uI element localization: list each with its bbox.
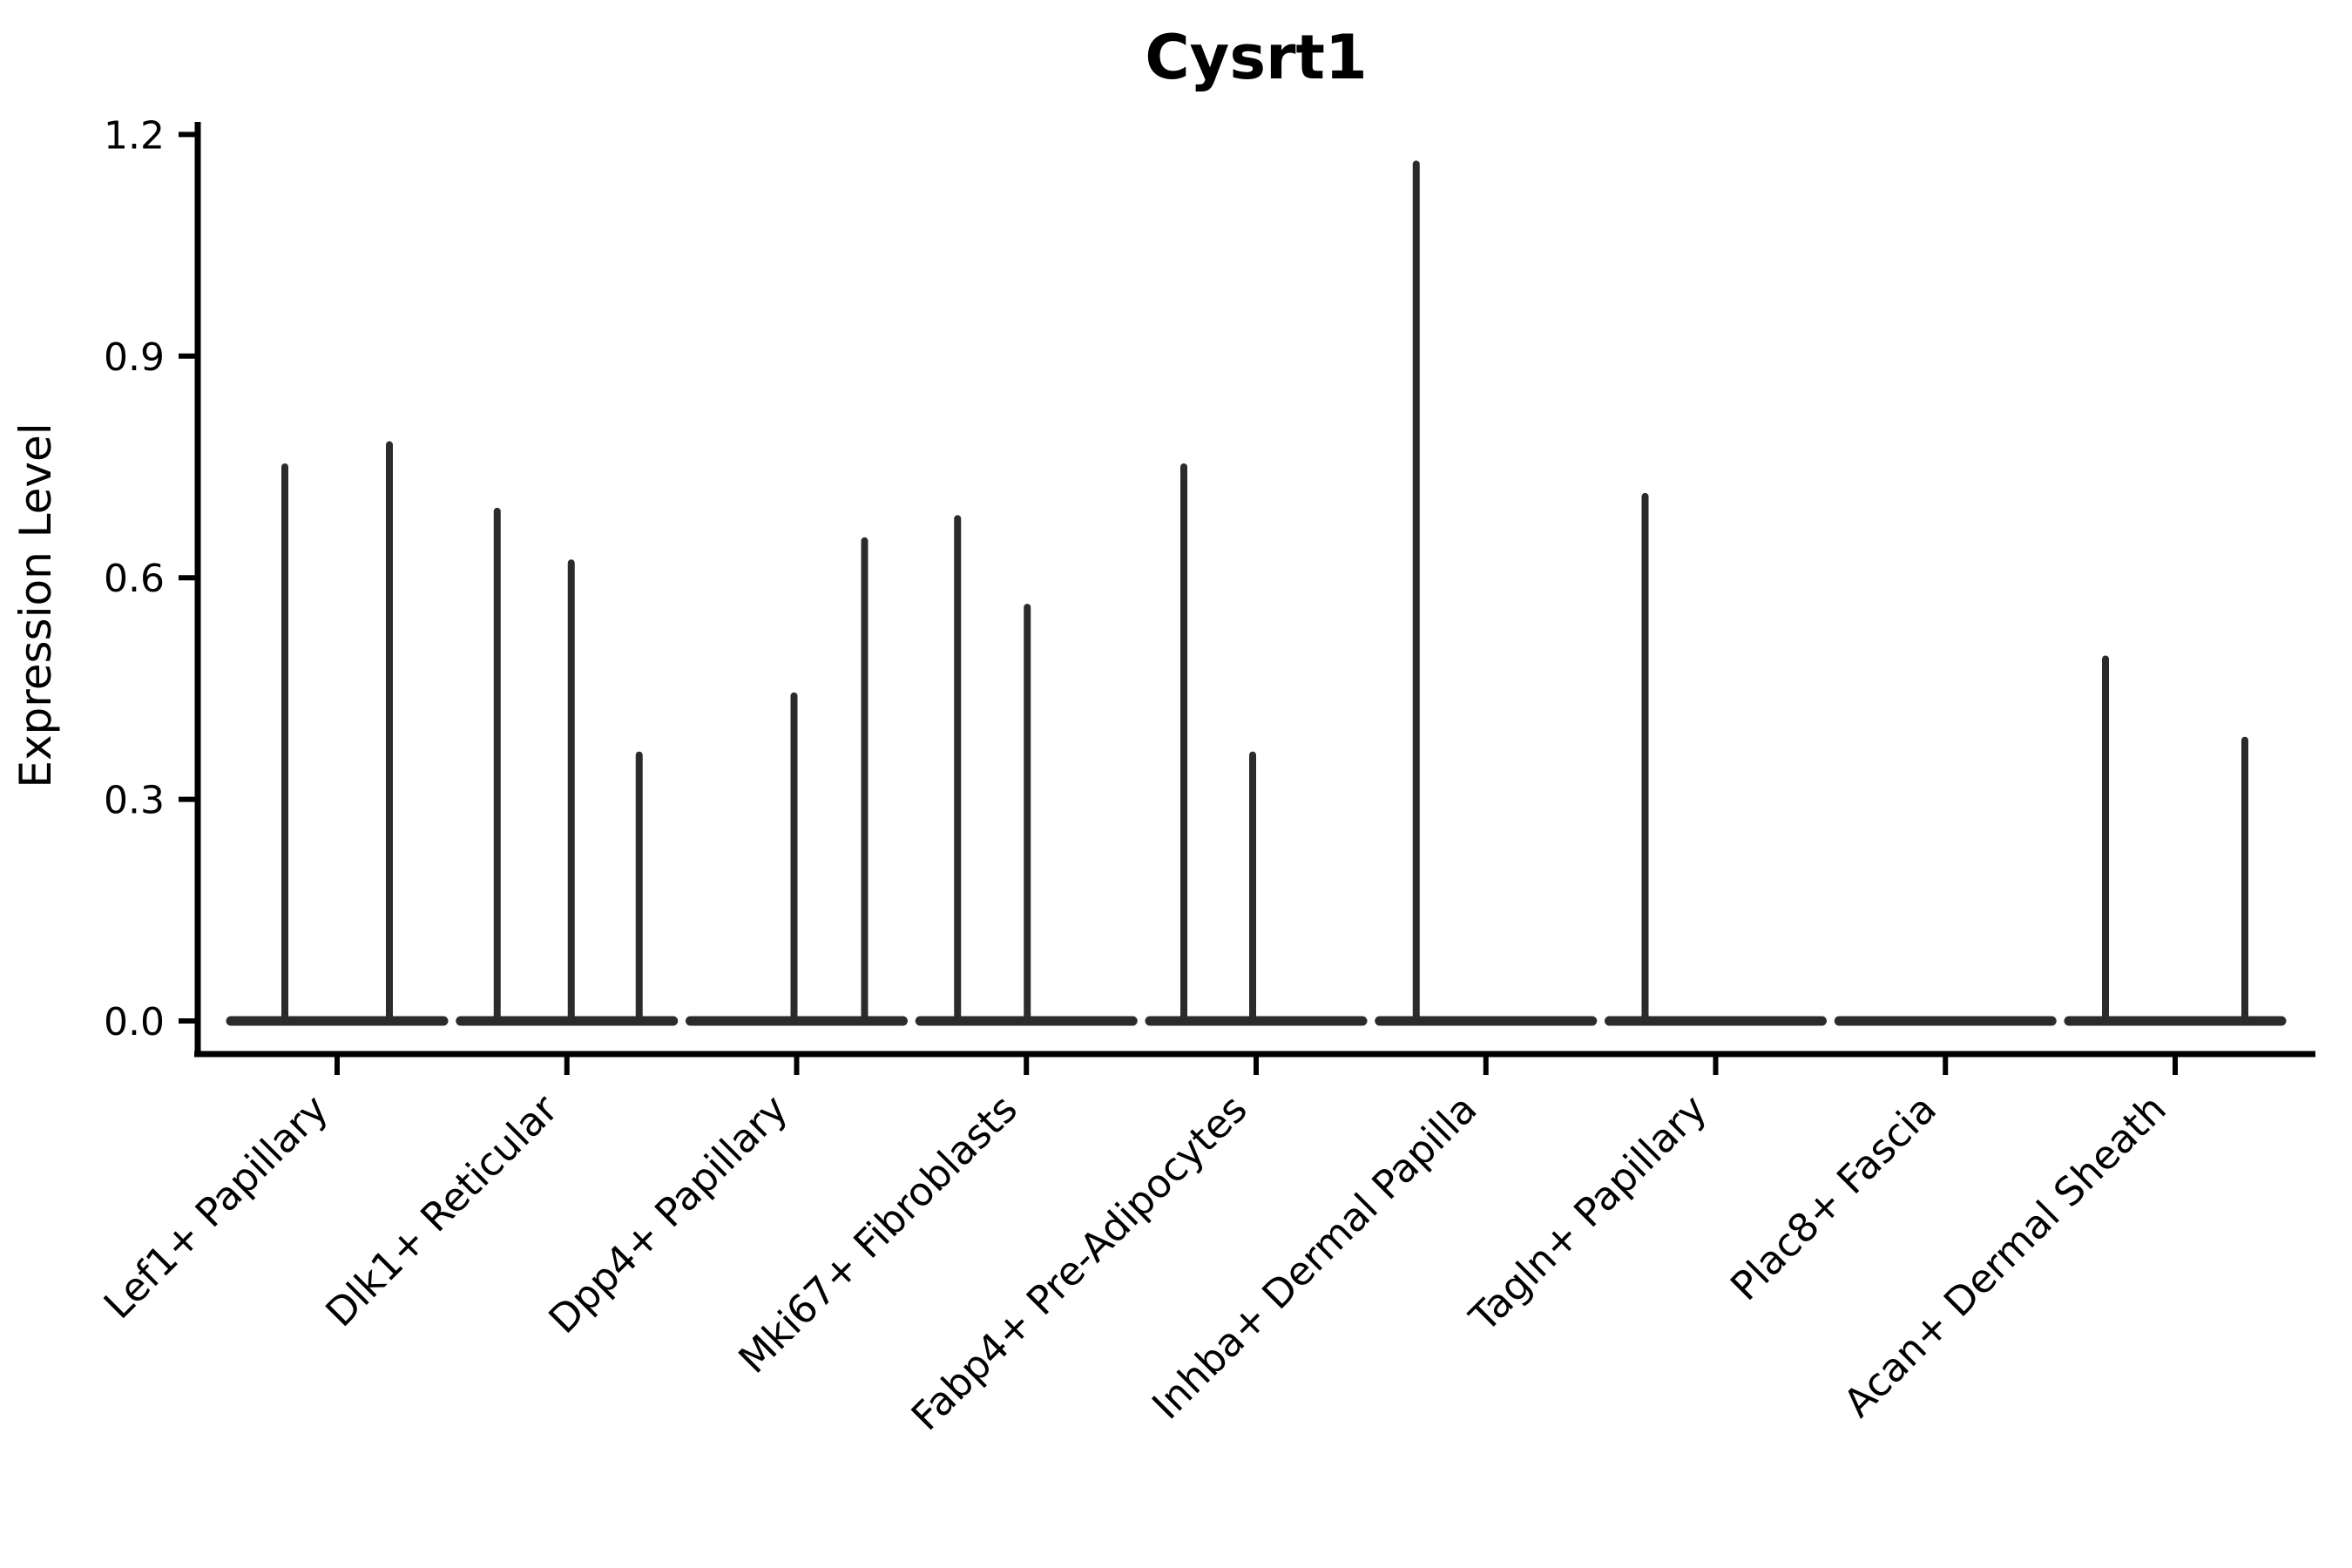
x-tick-label: Lef1+ Papillary (95, 1085, 337, 1328)
y-tick-label: 0.6 (104, 557, 165, 601)
y-tick-label: 1.2 (104, 113, 165, 158)
violin-group (1605, 492, 1827, 1026)
x-tick-label: Tagln+ Papillary (1460, 1085, 1715, 1341)
x-tick-label: Dlk1+ Reticular (317, 1085, 567, 1335)
y-axis-label: Expression Level (10, 422, 61, 787)
violins-layer (226, 160, 2287, 1026)
x-tick-label: Dpp4+ Papillary (539, 1085, 796, 1342)
violin-group (226, 441, 449, 1026)
y-tick-label: 0.0 (104, 1000, 165, 1044)
violin-group (1375, 160, 1598, 1026)
violin-group (2064, 655, 2287, 1026)
y-axis-ticks: 0.0 0.3 0.6 0.9 1.2 (104, 113, 198, 1044)
violin-group (456, 507, 679, 1026)
y-tick-label: 0.9 (104, 335, 165, 380)
y-tick-label: 0.3 (104, 779, 165, 823)
violin-group (686, 537, 908, 1026)
violin-group (1145, 463, 1368, 1026)
x-tick-label: Plac8+ Fascia (1721, 1085, 1945, 1309)
violin-group (915, 515, 1138, 1026)
chart-title: Cysrt1 (1145, 22, 1367, 93)
